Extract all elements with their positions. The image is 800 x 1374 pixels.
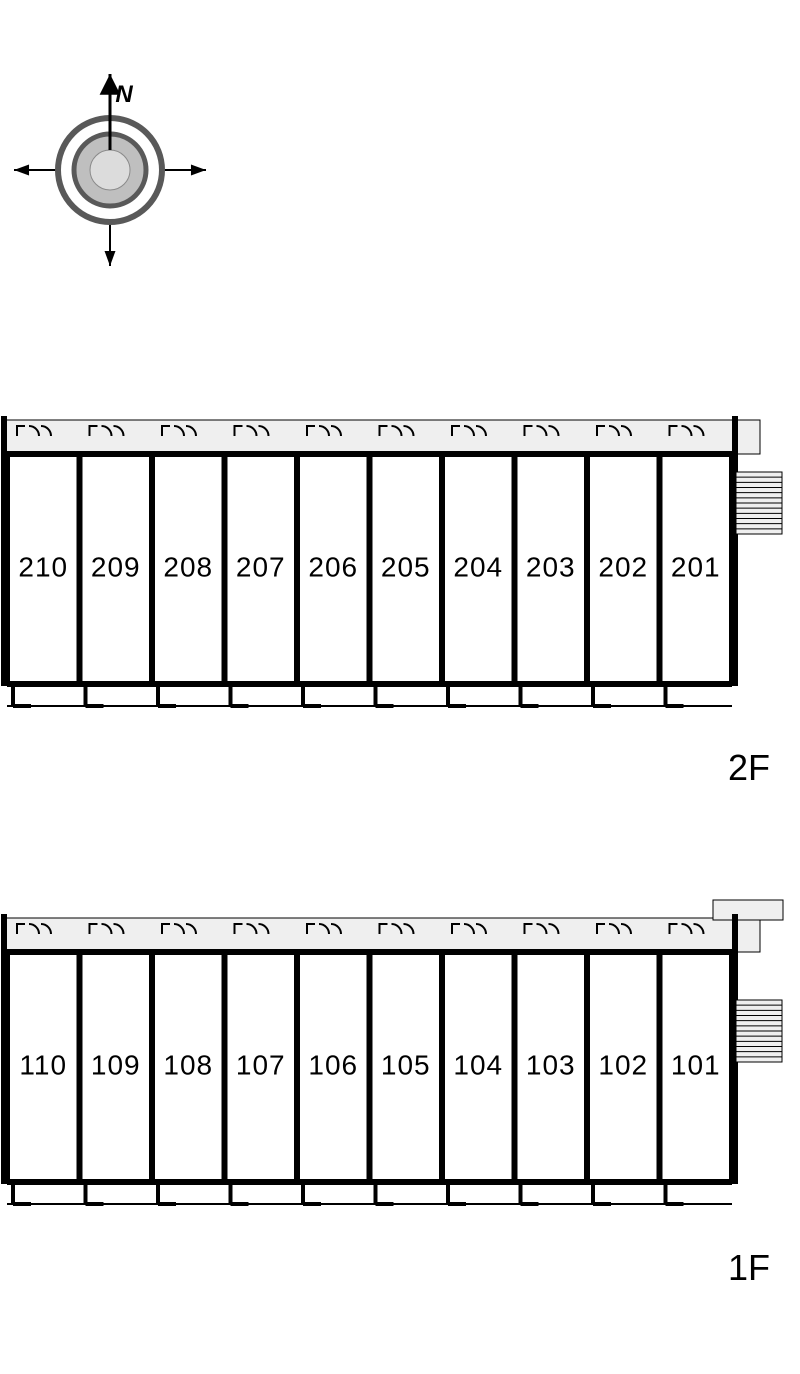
unit-label: 203 bbox=[526, 551, 576, 582]
unit-label: 210 bbox=[18, 551, 68, 582]
unit-label: 209 bbox=[91, 551, 141, 582]
staircase bbox=[736, 1000, 782, 1062]
unit-label: 105 bbox=[381, 1049, 431, 1080]
unit-label: 207 bbox=[236, 551, 286, 582]
floor-1F: 110 109 108 107 106 105 104 103 102 101 1F bbox=[1, 900, 783, 1288]
floor-label: 1F bbox=[728, 1247, 770, 1288]
unit-label: 107 bbox=[236, 1049, 286, 1080]
compass-n-label: N bbox=[115, 81, 133, 108]
unit-label: 204 bbox=[453, 551, 503, 582]
compass-rose: N bbox=[14, 74, 206, 266]
unit-label: 110 bbox=[19, 1049, 67, 1080]
unit-label: 205 bbox=[381, 551, 431, 582]
unit-label: 103 bbox=[526, 1049, 576, 1080]
floor-label: 2F bbox=[728, 747, 770, 788]
staircase bbox=[736, 472, 782, 534]
unit-label: 206 bbox=[308, 551, 358, 582]
unit-label: 104 bbox=[453, 1049, 503, 1080]
unit-label: 108 bbox=[163, 1049, 213, 1080]
unit-label: 106 bbox=[308, 1049, 358, 1080]
unit-label: 109 bbox=[91, 1049, 141, 1080]
unit-label: 102 bbox=[598, 1049, 648, 1080]
floor-2F: 210 209 208 207 206 205 204 203 202 201 2F bbox=[1, 416, 782, 788]
unit-label: 208 bbox=[163, 551, 213, 582]
unit-label: 202 bbox=[598, 551, 648, 582]
unit-label: 201 bbox=[671, 551, 721, 582]
stair-landing bbox=[713, 900, 783, 920]
unit-label: 101 bbox=[671, 1049, 721, 1080]
